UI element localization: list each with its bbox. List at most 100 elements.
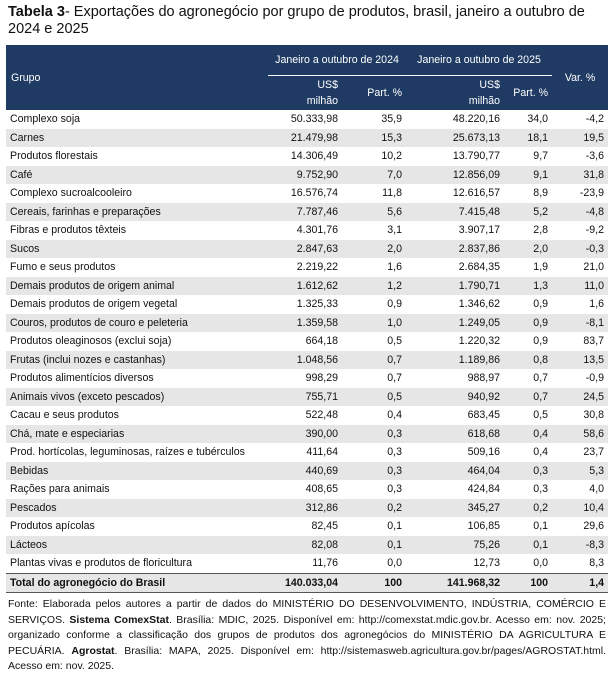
source-note: Fonte: Elaborada pelos autores a partir … [8,597,606,675]
group-cell: Café [6,165,268,184]
value-cell: 0,7 [342,350,407,369]
value-cell: 1.048,56 [268,350,342,369]
table-header: Grupo Janeiro a outubro de 2024 Janeiro … [6,45,609,110]
value-cell: 0,3 [342,424,407,443]
value-cell: 522,48 [305,409,338,422]
value-cell: 58,6 [552,424,609,443]
value-cell: 390,00 [268,424,342,443]
header-cell: Janeiro a outubro de 2024 [268,45,407,76]
value-cell: 15,3 [342,128,407,147]
value-cell: 4.301,76 [296,224,338,237]
value-cell: 11,0 [552,276,609,295]
value-cell: 14.306,49 [290,150,338,163]
header-cell: Var. % [552,45,609,110]
value-cell: 1.249,05 [406,313,505,332]
value-cell: 998,29 [305,372,338,385]
group-cell: Animais vivos (exceto pescados) [6,387,268,406]
subheader-cell: Part. % [504,75,553,110]
group-cell: Rações para animais [10,483,110,496]
group-cell: Fumo e seus produtos [10,261,116,274]
value-cell: 0,9 [533,298,549,311]
value-cell: 2.837,86 [406,239,505,258]
value-cell: 618,68 [406,424,505,443]
value-cell: 11,8 [382,187,403,200]
value-cell: 5,2 [504,202,553,221]
group-cell: Couros, produtos de couro e peleteria [6,313,268,332]
value-cell: 12,73 [473,557,501,570]
value-cell: 0,1 [504,535,553,554]
value-cell: 25.673,13 [406,128,505,147]
table-row: Chá, mate e especiarias 390,00 0,3 618,68 0,… [6,424,609,443]
group-cell: Complexo soja [10,113,81,126]
value-cell: 1,4 [552,572,609,593]
table-row: Prod. hortícolas, leguminosas, raízes e … [6,443,608,462]
value-cell: 0,3 [533,483,549,496]
value-cell: 5,3 [552,461,609,480]
table-row: Cereais, farinhas e preparações 7.787,46 5… [6,202,609,221]
value-cell: 8,3 [589,557,605,570]
value-cell: 755,71 [268,387,342,406]
value-cell: 0,3 [387,446,403,459]
value-cell: 1.346,62 [458,298,501,311]
value-cell: 29,6 [583,520,605,533]
value-cell: 0,5 [387,335,403,348]
value-cell: 0,7 [533,372,549,385]
value-cell: 509,16 [467,446,501,459]
source-text: Fonte: Elaborada pelos autores a partir … [8,598,606,626]
value-cell: -0,3 [552,239,609,258]
value-cell: 2,8 [533,224,549,237]
value-cell: 100 [504,572,553,593]
value-cell: 0,2 [342,498,407,517]
value-cell: 0,4 [533,446,549,459]
value-cell: 21,0 [583,261,605,274]
subheader-cell: Part. % [342,75,407,110]
value-cell: 3.907,17 [458,224,501,237]
table-row: Produtos alimentícios diversos 998,29 0,7 9… [6,369,608,388]
value-cell: 0,9 [387,298,403,311]
source-name: Agrostat [71,644,115,657]
value-cell: 16.576,74 [290,187,338,200]
value-cell: 140.033,04 [268,572,342,593]
value-cell: 411,64 [306,446,338,459]
group-cell: Complexo sucroalcooleiro [10,187,132,200]
header-cell: Janeiro a outubro de 2025 [406,45,553,76]
group-cell: Lácteos [6,535,268,554]
value-cell: 0,1 [387,520,403,533]
value-cell: 0,8 [504,350,553,369]
table-row: Carnes 21.479,98 15,3 25.673,13 18,1 19,5 [6,128,609,147]
value-cell: 23,7 [583,446,605,459]
value-cell: 0,3 [342,461,407,480]
group-cell: Demais produtos de origem animal [6,276,268,295]
subheader-cell: US$ milhão [406,75,505,110]
group-cell: Total do agronegócio do Brasil [6,572,268,593]
value-cell: 1,6 [589,298,605,311]
value-cell: 106,85 [467,520,501,533]
value-cell: 10,4 [552,498,609,517]
value-cell: -0,9 [585,372,605,385]
value-cell: 34,0 [527,113,549,126]
group-cell: Frutas (inclui nozes e castanhas) [6,350,268,369]
table-row: Fibras e produtos têxteis 4.301,76 3,1 3.90… [6,221,608,240]
table-row: Demais produtos de origem vegetal 1.325,3… [6,295,608,314]
value-cell: 2.847,63 [268,239,342,258]
table-row: Sucos 2.847,63 2,0 2.837,86 2,0 -0,3 [6,239,609,258]
value-cell: -8,3 [552,535,609,554]
value-cell: 424,84 [467,483,501,496]
table-row: Café 9.752,90 7,0 12.856,09 9,1 31,8 [6,165,609,184]
value-cell: 82,08 [268,535,342,554]
value-cell: 3,1 [387,224,403,237]
group-cell: Bebidas [6,461,268,480]
group-cell: Cereais, farinhas e preparações [6,202,268,221]
table-row: Bebidas 440,69 0,3 464,04 0,3 5,3 [6,461,609,480]
value-cell: 2.684,35 [458,261,501,274]
value-cell: 35,9 [381,113,403,126]
value-cell: 988,97 [467,372,501,385]
value-cell: 19,5 [552,128,609,147]
source-name: Sistema ComexStat [69,613,169,626]
table-row: Animais vivos (exceto pescados) 755,71 0,5… [6,387,609,406]
value-cell: 0,5 [342,387,407,406]
value-cell: 30,8 [583,409,605,422]
value-cell: 464,04 [406,461,505,480]
table-row: Rações para animais 408,65 0,3 424,84 0,3 4,0 [6,480,608,499]
value-cell: 21.479,98 [268,128,342,147]
